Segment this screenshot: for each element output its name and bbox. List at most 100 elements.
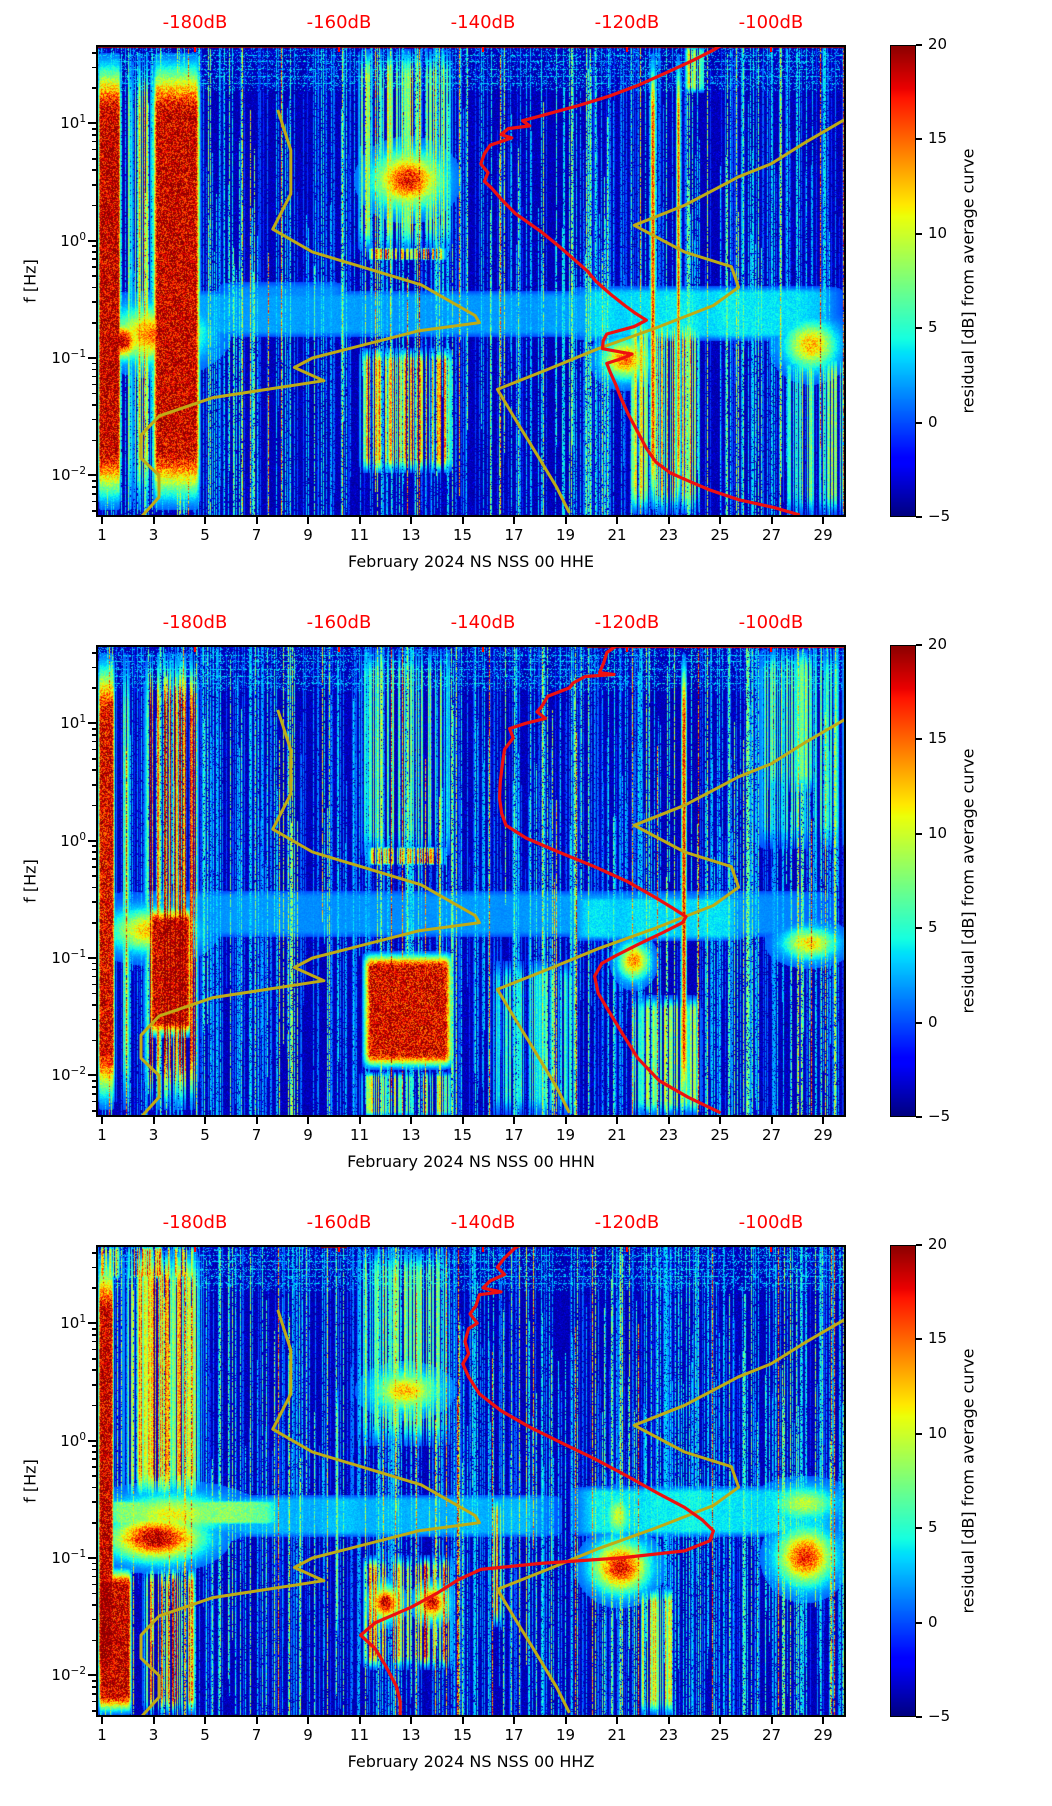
x-axis-tick-label: 19 <box>556 1126 576 1144</box>
y-axis-minor-tick <box>91 1340 96 1343</box>
x-axis-tick-mark <box>461 1117 464 1124</box>
y-axis-minor-tick <box>91 748 96 751</box>
x-axis-tick-mark <box>101 1117 103 1124</box>
spectrogram-heatmap-canvas <box>96 645 846 1117</box>
x-axis-tick-label: 17 <box>504 1726 524 1744</box>
x-axis-tick-mark <box>101 1717 103 1724</box>
x-axis-tick-label: 23 <box>659 1726 679 1744</box>
colorbar <box>890 645 916 1117</box>
x-axis-tick-mark <box>770 1717 773 1724</box>
colorbar-label: residual [dB] from average curve <box>958 748 978 1014</box>
y-axis-minor-tick <box>91 962 96 965</box>
x-axis-tick-label: 7 <box>251 1126 262 1144</box>
x-axis-tick-mark <box>358 1717 361 1724</box>
x-axis-tick-mark <box>307 1117 310 1124</box>
x-axis-tick-label: 15 <box>452 1126 473 1144</box>
y-axis-minor-tick <box>91 1562 96 1565</box>
y-axis-minor-tick <box>91 1328 96 1330</box>
y-axis-minor-tick <box>91 1710 96 1712</box>
y-axis-minor-tick <box>91 1466 96 1468</box>
x-axis-tick-label: 7 <box>251 526 262 544</box>
y-axis-minor-tick <box>91 87 96 89</box>
nlnm-model-curve <box>139 109 481 517</box>
y-axis-minor-tick <box>91 140 96 143</box>
y-axis-minor-tick <box>91 858 96 860</box>
y-axis-minor-tick <box>91 1266 96 1269</box>
x-axis-tick-label: 1 <box>97 1126 107 1144</box>
y-axis-minor-tick <box>91 687 96 689</box>
colorbar-tick-mark <box>916 1621 922 1624</box>
colorbar-label: residual [dB] from average curve <box>958 1348 978 1614</box>
y-axis-tick-label: 10−2 <box>51 465 86 485</box>
y-axis-minor-tick <box>91 1358 96 1360</box>
colorbar-label: residual [dB] from average curve <box>958 148 978 414</box>
nhnm-model-curve <box>495 717 846 1114</box>
y-axis-minor-tick <box>91 1369 96 1371</box>
colorbar-tick-mark <box>916 1244 922 1246</box>
spectrogram-panel: -180dB -160dB -140dB -120dB -100dB f [Hz] 10… <box>0 1200 1052 1800</box>
x-axis-tick-label: 27 <box>762 1126 782 1144</box>
spectrogram-heatmap-canvas <box>96 45 846 517</box>
y-axis-minor-tick <box>91 158 96 160</box>
y-axis-minor-tick <box>91 1039 96 1042</box>
x-axis-tick-label: 29 <box>813 1126 833 1144</box>
nlnm-model-curve <box>139 709 481 1117</box>
x-axis-tick-mark <box>410 1117 413 1124</box>
colorbar-tick-label: 10 <box>928 223 948 242</box>
y-axis-minor-tick <box>91 1575 96 1578</box>
x-axis-tick-label: 19 <box>556 1726 576 1744</box>
x-axis-tick-label: 15 <box>452 526 473 544</box>
x-axis-label: February 2024 NS NSS 00 HHN <box>347 1152 595 1171</box>
x-axis-tick-mark <box>152 517 155 524</box>
spectrogram-plot <box>96 1245 846 1717</box>
colorbar-tick-label: 20 <box>928 635 948 653</box>
y-axis-minor-tick <box>91 286 96 289</box>
y-axis-minor-tick <box>91 251 96 253</box>
y-axis-tick-label: 10−2 <box>51 1665 86 1685</box>
y-axis-minor-tick <box>91 258 96 260</box>
y-axis-minor-tick <box>91 1100 96 1103</box>
x-axis-tick-mark <box>307 517 310 524</box>
x-axis-tick-mark <box>461 1717 464 1724</box>
y-axis-minor-tick <box>91 245 96 247</box>
x-axis-tick-label: 1 <box>97 526 107 544</box>
x-axis-tick-label: 13 <box>401 1726 421 1744</box>
y-axis-minor-tick <box>91 1445 96 1447</box>
y-axis-major-tick <box>88 474 96 477</box>
x-axis-tick-label: 13 <box>401 1126 421 1144</box>
x-axis-tick-label: 7 <box>251 1726 262 1744</box>
y-axis-minor-tick <box>91 1334 96 1336</box>
y-axis-minor-tick <box>91 1287 96 1289</box>
x-axis-tick-label: 27 <box>762 526 782 544</box>
colorbar-tick-label: 5 <box>928 1518 938 1537</box>
x-axis-tick-mark <box>822 1717 825 1724</box>
x-axis-tick-mark <box>719 1117 722 1124</box>
colorbar-tick-mark <box>916 927 922 930</box>
y-axis-minor-tick <box>91 368 96 371</box>
top-axis-tick-label: -140dB <box>450 12 516 33</box>
x-axis-tick-mark <box>564 1717 567 1724</box>
nhnm-model-curve <box>495 117 846 514</box>
y-axis-minor-tick <box>91 740 96 743</box>
y-axis-tick-label: 10−1 <box>51 1547 86 1567</box>
x-axis-tick-mark <box>410 1717 413 1724</box>
y-axis-minor-tick <box>91 480 96 482</box>
x-axis-tick-mark <box>667 517 670 524</box>
average-psd-curve <box>479 45 801 517</box>
y-axis-minor-tick <box>91 1501 96 1503</box>
x-axis-tick-mark <box>822 1117 825 1124</box>
y-axis-minor-tick <box>91 392 96 395</box>
x-axis-tick-mark <box>255 1117 258 1124</box>
y-axis-minor-tick <box>91 1404 96 1407</box>
y-axis-minor-tick <box>91 266 96 268</box>
y-axis-minor-tick <box>91 1475 96 1477</box>
x-axis-tick-mark <box>152 1117 155 1124</box>
y-axis-minor-tick <box>91 275 96 277</box>
colorbar-tick-mark <box>916 138 922 141</box>
y-axis-minor-tick <box>91 1686 96 1688</box>
y-axis-minor-tick <box>91 922 96 924</box>
x-axis-tick-mark <box>513 1717 516 1724</box>
y-axis-minor-tick <box>91 875 96 877</box>
x-axis-tick-label: 11 <box>349 1726 370 1744</box>
top-axis-tick-label: -100dB <box>738 1212 804 1233</box>
